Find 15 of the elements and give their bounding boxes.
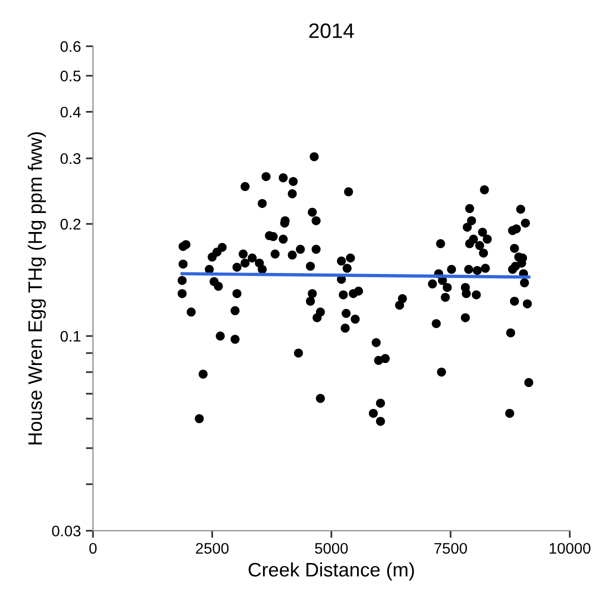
y-tick-label: 0.3 (60, 153, 80, 164)
x-tick-label: 0 (89, 542, 97, 554)
y-tick-label: 0.6 (60, 41, 80, 52)
y-tick-label: 0.5 (60, 70, 81, 82)
y-axis-title: House Wren Egg THg (Hg ppm fww) (28, 132, 46, 444)
x-tick-label: 5000 (314, 542, 348, 554)
y-tick-label: 0.4 (60, 106, 81, 118)
x-tick-label: 7500 (434, 542, 467, 554)
y-tick-label: 0.2 (60, 218, 80, 230)
chart-title: 2014 (309, 23, 354, 38)
x-tick-label: 10000 (550, 542, 590, 554)
x-axis-title: Creek Distance (m) (248, 562, 414, 580)
y-tick-label: 0.03 (52, 526, 80, 536)
x-tick-label: 2500 (196, 542, 229, 554)
y-tick-label: 0.1 (60, 330, 80, 342)
